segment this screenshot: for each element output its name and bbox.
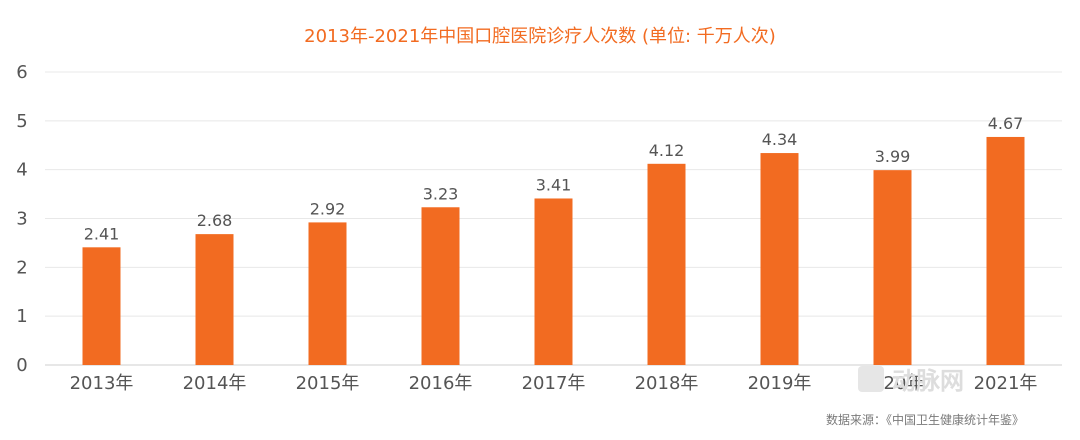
bar [986, 136, 1025, 365]
y-tick-label: 0 [16, 355, 27, 376]
bar [534, 198, 573, 365]
y-tick-label: 2 [16, 257, 27, 278]
data-label: 2.41 [84, 224, 120, 243]
watermark-text: 动脉网 [892, 367, 964, 395]
bar [82, 247, 121, 365]
y-tick-label: 3 [16, 209, 27, 230]
data-label: 4.12 [649, 141, 685, 160]
x-tick-label: 2019年 [748, 373, 812, 394]
data-label: 3.23 [423, 184, 459, 203]
bars [82, 136, 1025, 365]
bar [760, 153, 799, 365]
x-tick-label: 2013年 [70, 373, 134, 394]
bar [195, 234, 234, 365]
watermark-logo: 动脉网 [858, 366, 964, 395]
source-note: 数据来源：《中国卫生健康统计年鉴》 [826, 412, 1024, 427]
bar [647, 163, 686, 365]
x-tick-label: 2017年 [522, 373, 586, 394]
bar [873, 170, 912, 365]
x-tick-label: 2015年 [296, 373, 360, 394]
y-tick-label: 4 [16, 160, 27, 181]
data-label: 2.68 [197, 211, 233, 230]
data-label: 4.67 [988, 114, 1024, 133]
x-tick-label: 2018年 [635, 373, 699, 394]
chart-title: 2013年-2021年中国口腔医院诊疗人次数 (单位: 千万人次) [304, 26, 776, 47]
data-label: 3.99 [875, 147, 911, 166]
x-tick-label: 2014年 [183, 373, 247, 394]
bar [421, 207, 460, 365]
x-axis-labels: 2013年 2014年 2015年 2016年 2017年 2018年 2019年 2020年… [70, 373, 1038, 394]
x-tick-label: 2016年 [409, 373, 473, 394]
y-tick-label: 1 [16, 306, 27, 327]
x-tick-label: 2021年 [974, 373, 1038, 394]
bar [308, 222, 347, 365]
data-label: 4.34 [762, 130, 798, 149]
watermark-icon [858, 366, 884, 392]
data-labels: 2.41 2.68 2.92 3.23 3.41 4.12 4.34 3.99 4.67 [84, 114, 1024, 243]
y-tick-label: 5 [16, 111, 27, 132]
y-tick-label: 6 [16, 62, 27, 83]
y-axis-ticks: 0 1 2 3 4 5 6 [16, 62, 27, 376]
data-label: 3.41 [536, 175, 572, 194]
data-label: 2.92 [310, 199, 346, 218]
